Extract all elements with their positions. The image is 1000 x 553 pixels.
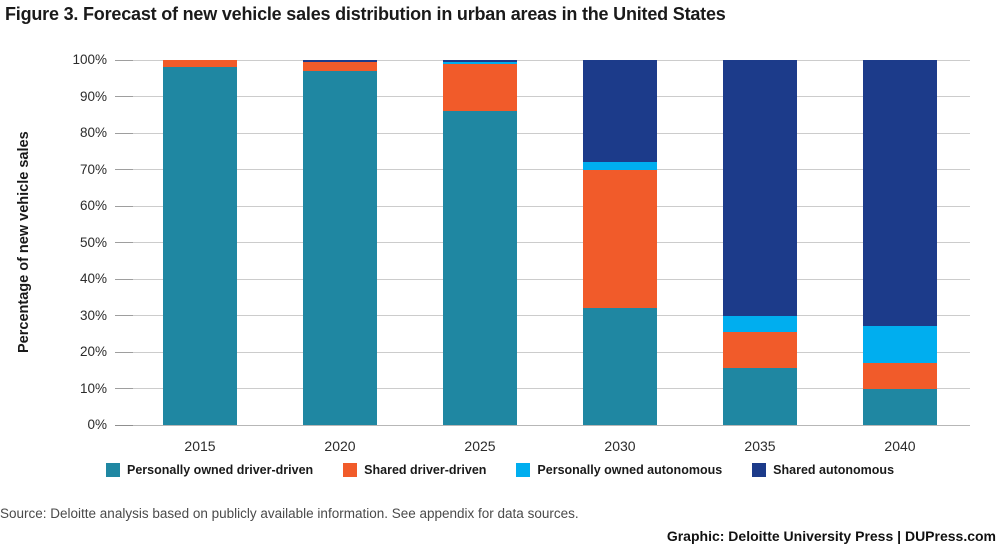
legend-item-personally-owned-autonomous: Personally owned autonomous <box>516 463 722 477</box>
legend-swatch-icon <box>516 463 531 477</box>
bar-segment-personally-owned-driver-driven <box>723 368 797 425</box>
y-axis-tick-label: 100% <box>72 52 107 67</box>
legend-swatch-icon <box>105 463 120 477</box>
bar-segment-personally-owned-driver-driven <box>863 388 937 425</box>
gridline-10 <box>115 388 970 389</box>
bar-segment-shared-driver-driven <box>583 169 657 309</box>
y-axis-tick-label: 30% <box>79 307 107 323</box>
legend-label: Shared autonomous <box>773 463 895 477</box>
legend-item-shared-driver-driven: Shared driver-driven <box>343 463 486 477</box>
x-axis-tick-label: 2030 <box>604 438 636 454</box>
gridline-80 <box>115 132 970 134</box>
y-axis-tick-label: 60% <box>79 198 107 213</box>
bar-segment-shared-driver-driven <box>163 60 237 68</box>
gridline-60 <box>115 205 970 207</box>
bar-2020 <box>303 60 377 425</box>
gridline-0 <box>115 424 970 426</box>
source-note: Source: Deloitte analysis based on publi… <box>0 506 579 521</box>
y-axis-tick-label: 50% <box>79 234 107 250</box>
bar-segment-personally-owned-driver-driven <box>163 67 237 425</box>
legend-swatch-icon <box>752 463 767 477</box>
gridline-20 <box>115 351 970 353</box>
bar-segment-shared-driver-driven <box>723 331 797 369</box>
bar-segment-shared-autonomous <box>723 60 797 316</box>
x-axis-tick-label: 2025 <box>464 438 496 454</box>
bar-segment-shared-autonomous <box>443 60 517 62</box>
bar-2035 <box>723 60 797 425</box>
legend: Personally owned driver-driven Shared dri… <box>0 463 1000 477</box>
legend-swatch-icon <box>343 463 358 477</box>
bar-segment-shared-autonomous <box>583 60 657 163</box>
bar-segment-shared-driver-driven <box>303 61 377 71</box>
gridline-70 <box>115 169 970 170</box>
bar-segment-personally-owned-autonomous <box>583 162 657 170</box>
credit-line: Graphic: Deloitte University Press | DUP… <box>666 528 996 544</box>
bar-segment-personally-owned-autonomous <box>723 315 797 332</box>
bar-segment-personally-owned-driver-driven <box>303 70 377 425</box>
bar-segment-personally-owned-autonomous <box>443 61 517 64</box>
bar-segment-personally-owned-driver-driven <box>583 308 657 425</box>
figure-title: Figure 3. Forecast of new vehicle sales … <box>5 4 726 24</box>
bar-segment-shared-autonomous <box>863 60 937 327</box>
bar-2030 <box>583 60 657 425</box>
legend-label: Shared driver-driven <box>364 463 487 477</box>
bar-segment-shared-driver-driven <box>443 63 517 112</box>
legend-item-personally-owned-driver-driven: Personally owned driver-driven <box>105 463 314 477</box>
legend-label: Personally owned driver-driven <box>126 463 314 477</box>
y-axis-tick-label: 0% <box>87 417 107 432</box>
y-axis-title: Percentage of new vehicle sales <box>16 131 32 354</box>
gridline-90 <box>115 96 970 97</box>
bar-segment-shared-driver-driven <box>863 362 937 389</box>
y-axis-tick-label: 10% <box>79 380 107 396</box>
bar-2025 <box>443 60 517 425</box>
legend-item-shared-autonomous: Shared autonomous <box>752 463 894 477</box>
bar-2040 <box>863 60 937 425</box>
x-axis-tick-label: 2020 <box>324 438 356 454</box>
y-axis-tick-label: 20% <box>79 344 107 359</box>
gridline-50 <box>115 242 970 243</box>
gridline-40 <box>115 278 970 280</box>
plot-area: 0% 10% 20% 30% 40% 50% 60% 70% 80% 90% 100% 2015 202… <box>72 52 970 454</box>
y-axis-tick-label: 40% <box>79 271 107 286</box>
x-axis-tick-label: 2040 <box>884 438 916 454</box>
gridline-30 <box>115 315 970 316</box>
bar-2015 <box>163 60 237 425</box>
bar-segment-shared-autonomous <box>303 60 377 62</box>
y-axis-tick-label: 90% <box>79 88 107 104</box>
bar-segment-personally-owned-autonomous <box>863 326 937 363</box>
bar-segment-personally-owned-driver-driven <box>443 111 517 425</box>
gridline-100 <box>115 59 970 61</box>
y-axis-tick-label: 70% <box>79 161 107 177</box>
legend-label: Personally owned autonomous <box>537 463 723 477</box>
y-axis-tick-label: 80% <box>79 125 107 140</box>
x-axis-tick-label: 2015 <box>184 438 216 454</box>
x-axis-tick-label: 2035 <box>744 438 776 454</box>
